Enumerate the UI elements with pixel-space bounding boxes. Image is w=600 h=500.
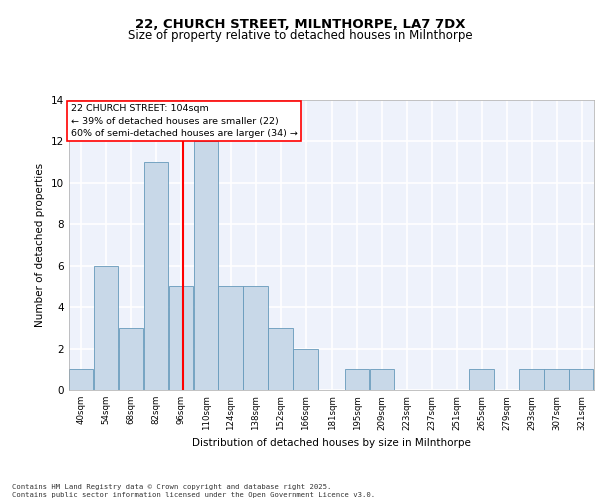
- Bar: [144, 162, 168, 390]
- Bar: [469, 370, 494, 390]
- Bar: [345, 370, 369, 390]
- Bar: [569, 370, 593, 390]
- Bar: [519, 370, 544, 390]
- Bar: [119, 328, 143, 390]
- Text: Size of property relative to detached houses in Milnthorpe: Size of property relative to detached ho…: [128, 29, 472, 42]
- Y-axis label: Number of detached properties: Number of detached properties: [35, 163, 46, 327]
- Bar: [244, 286, 268, 390]
- Bar: [370, 370, 394, 390]
- Bar: [69, 370, 94, 390]
- Bar: [544, 370, 569, 390]
- Bar: [293, 348, 317, 390]
- Text: 22, CHURCH STREET, MILNTHORPE, LA7 7DX: 22, CHURCH STREET, MILNTHORPE, LA7 7DX: [135, 18, 465, 30]
- Bar: [169, 286, 193, 390]
- Bar: [268, 328, 293, 390]
- Text: Contains HM Land Registry data © Crown copyright and database right 2025.
Contai: Contains HM Land Registry data © Crown c…: [12, 484, 375, 498]
- Text: 22 CHURCH STREET: 104sqm
← 39% of detached houses are smaller (22)
60% of semi-d: 22 CHURCH STREET: 104sqm ← 39% of detach…: [71, 104, 298, 138]
- Bar: [194, 142, 218, 390]
- X-axis label: Distribution of detached houses by size in Milnthorpe: Distribution of detached houses by size …: [192, 438, 471, 448]
- Bar: [218, 286, 243, 390]
- Bar: [94, 266, 118, 390]
